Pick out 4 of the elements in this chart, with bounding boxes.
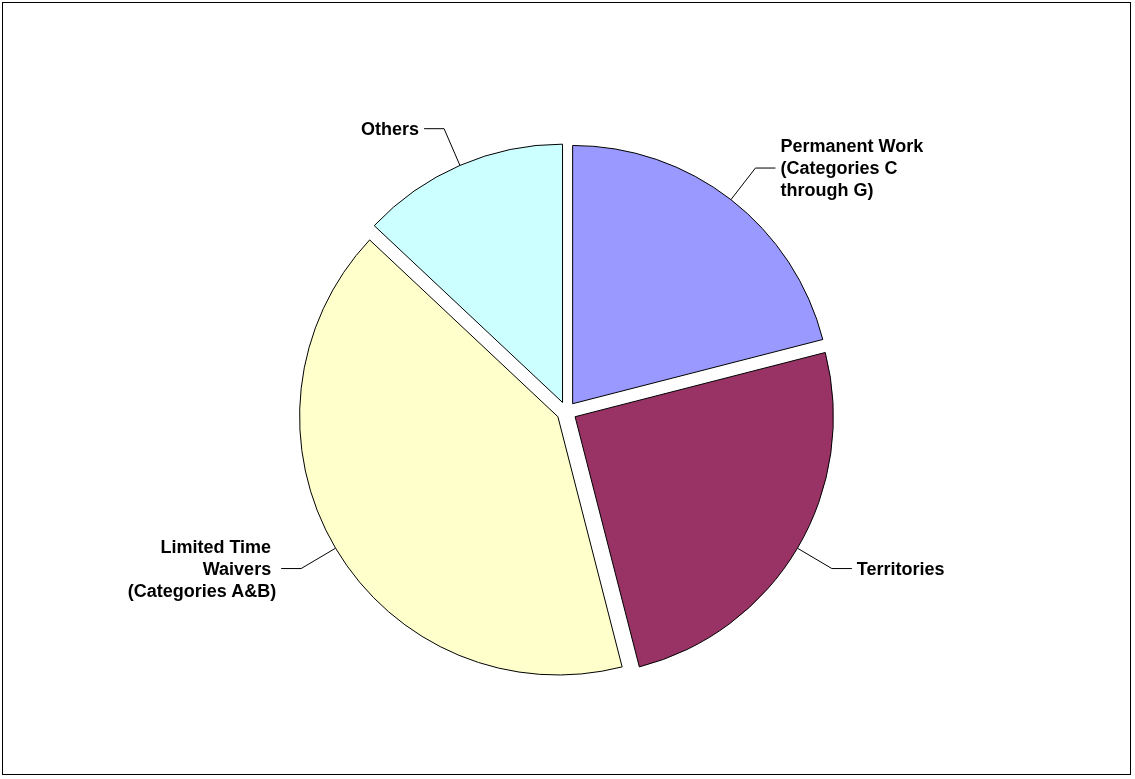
- slice-label: Limited Time Waivers (Categories A&B): [127, 536, 277, 601]
- slice-label: Territories: [856, 558, 945, 579]
- slice-label: Permanent Work (Categories C through G): [780, 136, 929, 201]
- slice-label: Others: [361, 118, 420, 139]
